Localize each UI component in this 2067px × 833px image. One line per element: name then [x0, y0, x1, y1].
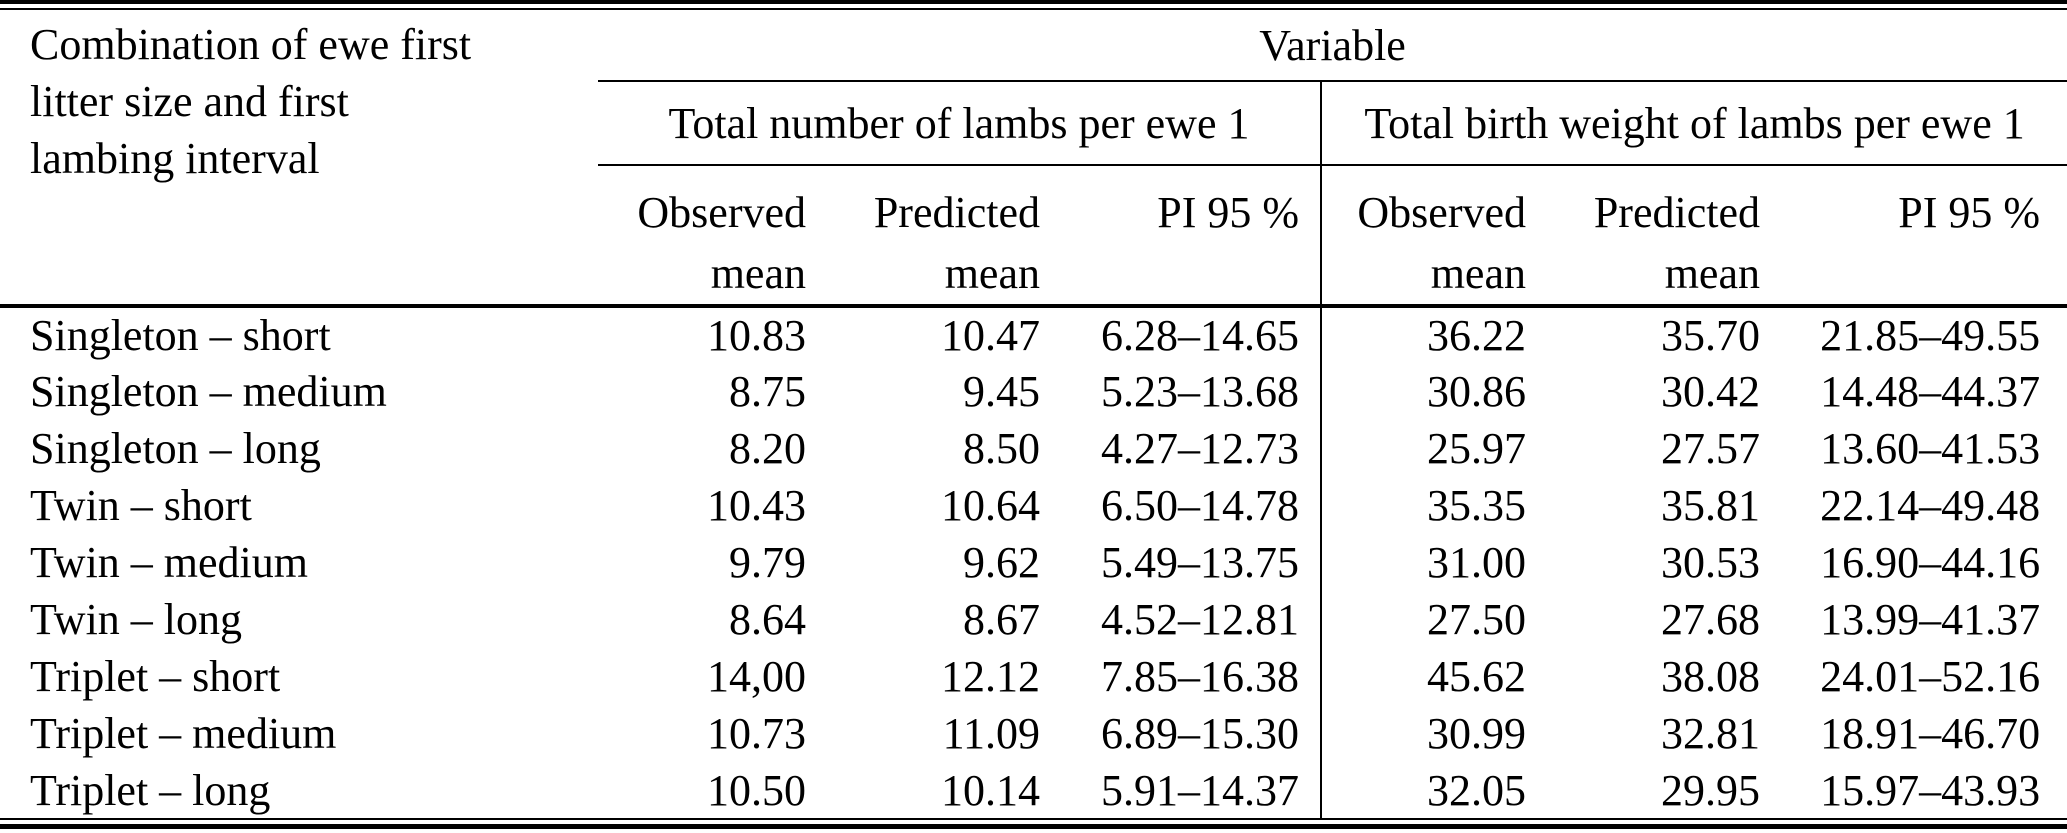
table-row: Triplet – short 14,00 12.12 7.85–16.38 4…	[0, 648, 2067, 705]
table-row: Twin – long 8.64 8.67 4.52–12.81 27.50 2…	[0, 591, 2067, 648]
group-header-weight: Total birth weight of lambs per ewe 1	[1321, 81, 2067, 166]
cell-observed-lambs: 14,00	[707, 652, 806, 701]
cell-predicted-lambs: 8.50	[963, 424, 1040, 473]
row-label: Twin – long	[30, 595, 243, 644]
cell-pi-weight: 15.97–43.93	[1820, 765, 2041, 815]
row-label: Triplet – long	[30, 765, 271, 815]
table-row: Singleton – short 10.83 10.47 6.28–14.65…	[0, 306, 2067, 363]
cell-observed-lambs: 10.50	[707, 765, 806, 815]
stub-header-line1: Combination of ewe first	[30, 20, 472, 69]
cell-pi-lambs: 6.89–15.30	[1040, 705, 1322, 762]
cell-pi-lambs: 5.49–13.75	[1040, 534, 1322, 591]
cell-predicted-weight: 38.08	[1661, 652, 1760, 701]
cell-predicted-lambs: 10.14	[941, 765, 1040, 815]
table-row: Singleton – medium 8.75 9.45 5.23–13.68 …	[0, 363, 2067, 420]
cell-pi-lambs: 6.28–14.65	[1040, 306, 1322, 363]
table-row: Triplet – long 10.50 10.14 5.91–14.37 32…	[0, 762, 2067, 819]
cell-pi-weight: 16.90–44.16	[1820, 538, 2041, 587]
row-label: Twin – medium	[30, 538, 309, 587]
group-header-lambs: Total number of lambs per ewe 1	[598, 81, 1322, 166]
cell-predicted-weight: 30.42	[1661, 367, 1760, 416]
table-row: Triplet – medium 10.73 11.09 6.89–15.30 …	[0, 705, 2067, 762]
cell-observed-weight: 27.50	[1427, 595, 1526, 644]
stub-header-line3: lambing interval	[30, 134, 320, 183]
cell-observed-weight: 30.86	[1427, 367, 1526, 416]
cell-pi-weight: 13.60–41.53	[1820, 424, 2041, 473]
cell-pi-weight: 22.14–49.48	[1820, 481, 2041, 530]
cell-observed-weight: 35.35	[1427, 481, 1526, 530]
cell-observed-weight: 30.99	[1427, 709, 1526, 758]
cell-predicted-weight: 27.57	[1661, 424, 1760, 473]
bottom-rule-gap	[0, 820, 2067, 824]
variable-header: Variable	[598, 9, 2067, 82]
cell-pi-weight: 18.91–46.70	[1820, 709, 2041, 758]
subheader-observed-1: Observed mean	[598, 165, 806, 308]
cell-pi-lambs: 7.85–16.38	[1040, 648, 1322, 705]
cell-predicted-weight: 30.53	[1661, 538, 1760, 587]
stub-header-line2: litter size and first	[30, 77, 349, 126]
cell-predicted-weight: 35.70	[1661, 311, 1760, 360]
subheader-predicted-1: Predicted mean	[806, 165, 1040, 308]
cell-predicted-lambs: 12.12	[941, 652, 1040, 701]
table-row: Singleton – long 8.20 8.50 4.27–12.73 25…	[0, 420, 2067, 477]
cell-pi-lambs: 5.23–13.68	[1040, 363, 1322, 420]
table-row: Twin – short 10.43 10.64 6.50–14.78 35.3…	[0, 477, 2067, 534]
subheader-observed-2: Observed mean	[1321, 165, 1526, 308]
row-label: Triplet – short	[30, 652, 281, 701]
row-label: Singleton – medium	[30, 367, 387, 416]
row-label: Twin – short	[30, 481, 252, 530]
cell-predicted-lambs: 11.09	[942, 709, 1040, 758]
header-row-subcolumns: Observed mean Predicted mean PI 95 % Obs…	[0, 165, 2067, 308]
cell-predicted-weight: 29.95	[1661, 765, 1760, 815]
cell-observed-lambs: 10.73	[707, 709, 806, 758]
cell-predicted-lambs: 8.67	[963, 595, 1040, 644]
cell-predicted-lambs: 9.45	[963, 367, 1040, 416]
cell-pi-lambs: 5.91–14.37	[1040, 762, 1322, 819]
cell-observed-weight: 36.22	[1427, 311, 1526, 360]
stub-header: Combination of ewe first litter size and…	[0, 9, 598, 308]
cell-pi-lambs: 4.27–12.73	[1040, 420, 1322, 477]
cell-predicted-weight: 27.68	[1661, 595, 1760, 644]
cell-predicted-lambs: 10.64	[941, 481, 1040, 530]
cell-predicted-lambs: 9.62	[963, 538, 1040, 587]
header-row-variable: Combination of ewe first litter size and…	[0, 9, 2067, 308]
cell-observed-lambs: 8.20	[729, 424, 806, 473]
table-row: Twin – medium 9.79 9.62 5.49–13.75 31.00…	[0, 534, 2067, 591]
top-thick-rule	[0, 0, 2067, 4]
cell-predicted-weight: 32.81	[1661, 709, 1760, 758]
cell-observed-lambs: 9.79	[729, 538, 806, 587]
subheader-pi-1: PI 95 %	[1040, 165, 1322, 308]
row-label: Triplet – medium	[30, 709, 337, 758]
cell-observed-weight: 45.62	[1427, 652, 1526, 701]
cell-pi-lambs: 4.52–12.81	[1040, 591, 1322, 648]
bottom-thick-rule	[0, 824, 2067, 829]
row-label: Singleton – long	[30, 424, 321, 473]
row-label: Singleton – short	[30, 311, 331, 360]
results-table: Combination of ewe first litter size and…	[0, 8, 2067, 820]
cell-observed-weight: 31.00	[1427, 538, 1526, 587]
cell-pi-weight: 21.85–49.55	[1820, 311, 2041, 360]
cell-pi-lambs: 6.50–14.78	[1040, 477, 1322, 534]
cell-observed-lambs: 8.64	[729, 595, 806, 644]
cell-observed-lambs: 10.83	[707, 311, 806, 360]
cell-observed-lambs: 8.75	[729, 367, 806, 416]
subheader-predicted-2: Predicted mean	[1526, 165, 1760, 308]
cell-observed-lambs: 10.43	[707, 481, 806, 530]
cell-predicted-lambs: 10.47	[941, 311, 1040, 360]
cell-pi-weight: 13.99–41.37	[1820, 595, 2041, 644]
cell-pi-weight: 24.01–52.16	[1820, 652, 2041, 701]
cell-pi-weight: 14.48–44.37	[1820, 367, 2041, 416]
cell-observed-weight: 32.05	[1427, 765, 1526, 815]
header-row-groups: Total number of lambs per ewe 1 Total bi…	[0, 81, 2067, 166]
top-rule-gap	[0, 4, 2067, 8]
cell-predicted-weight: 35.81	[1661, 481, 1760, 530]
subheader-pi-2: PI 95 %	[1760, 165, 2067, 308]
cell-observed-weight: 25.97	[1427, 424, 1526, 473]
